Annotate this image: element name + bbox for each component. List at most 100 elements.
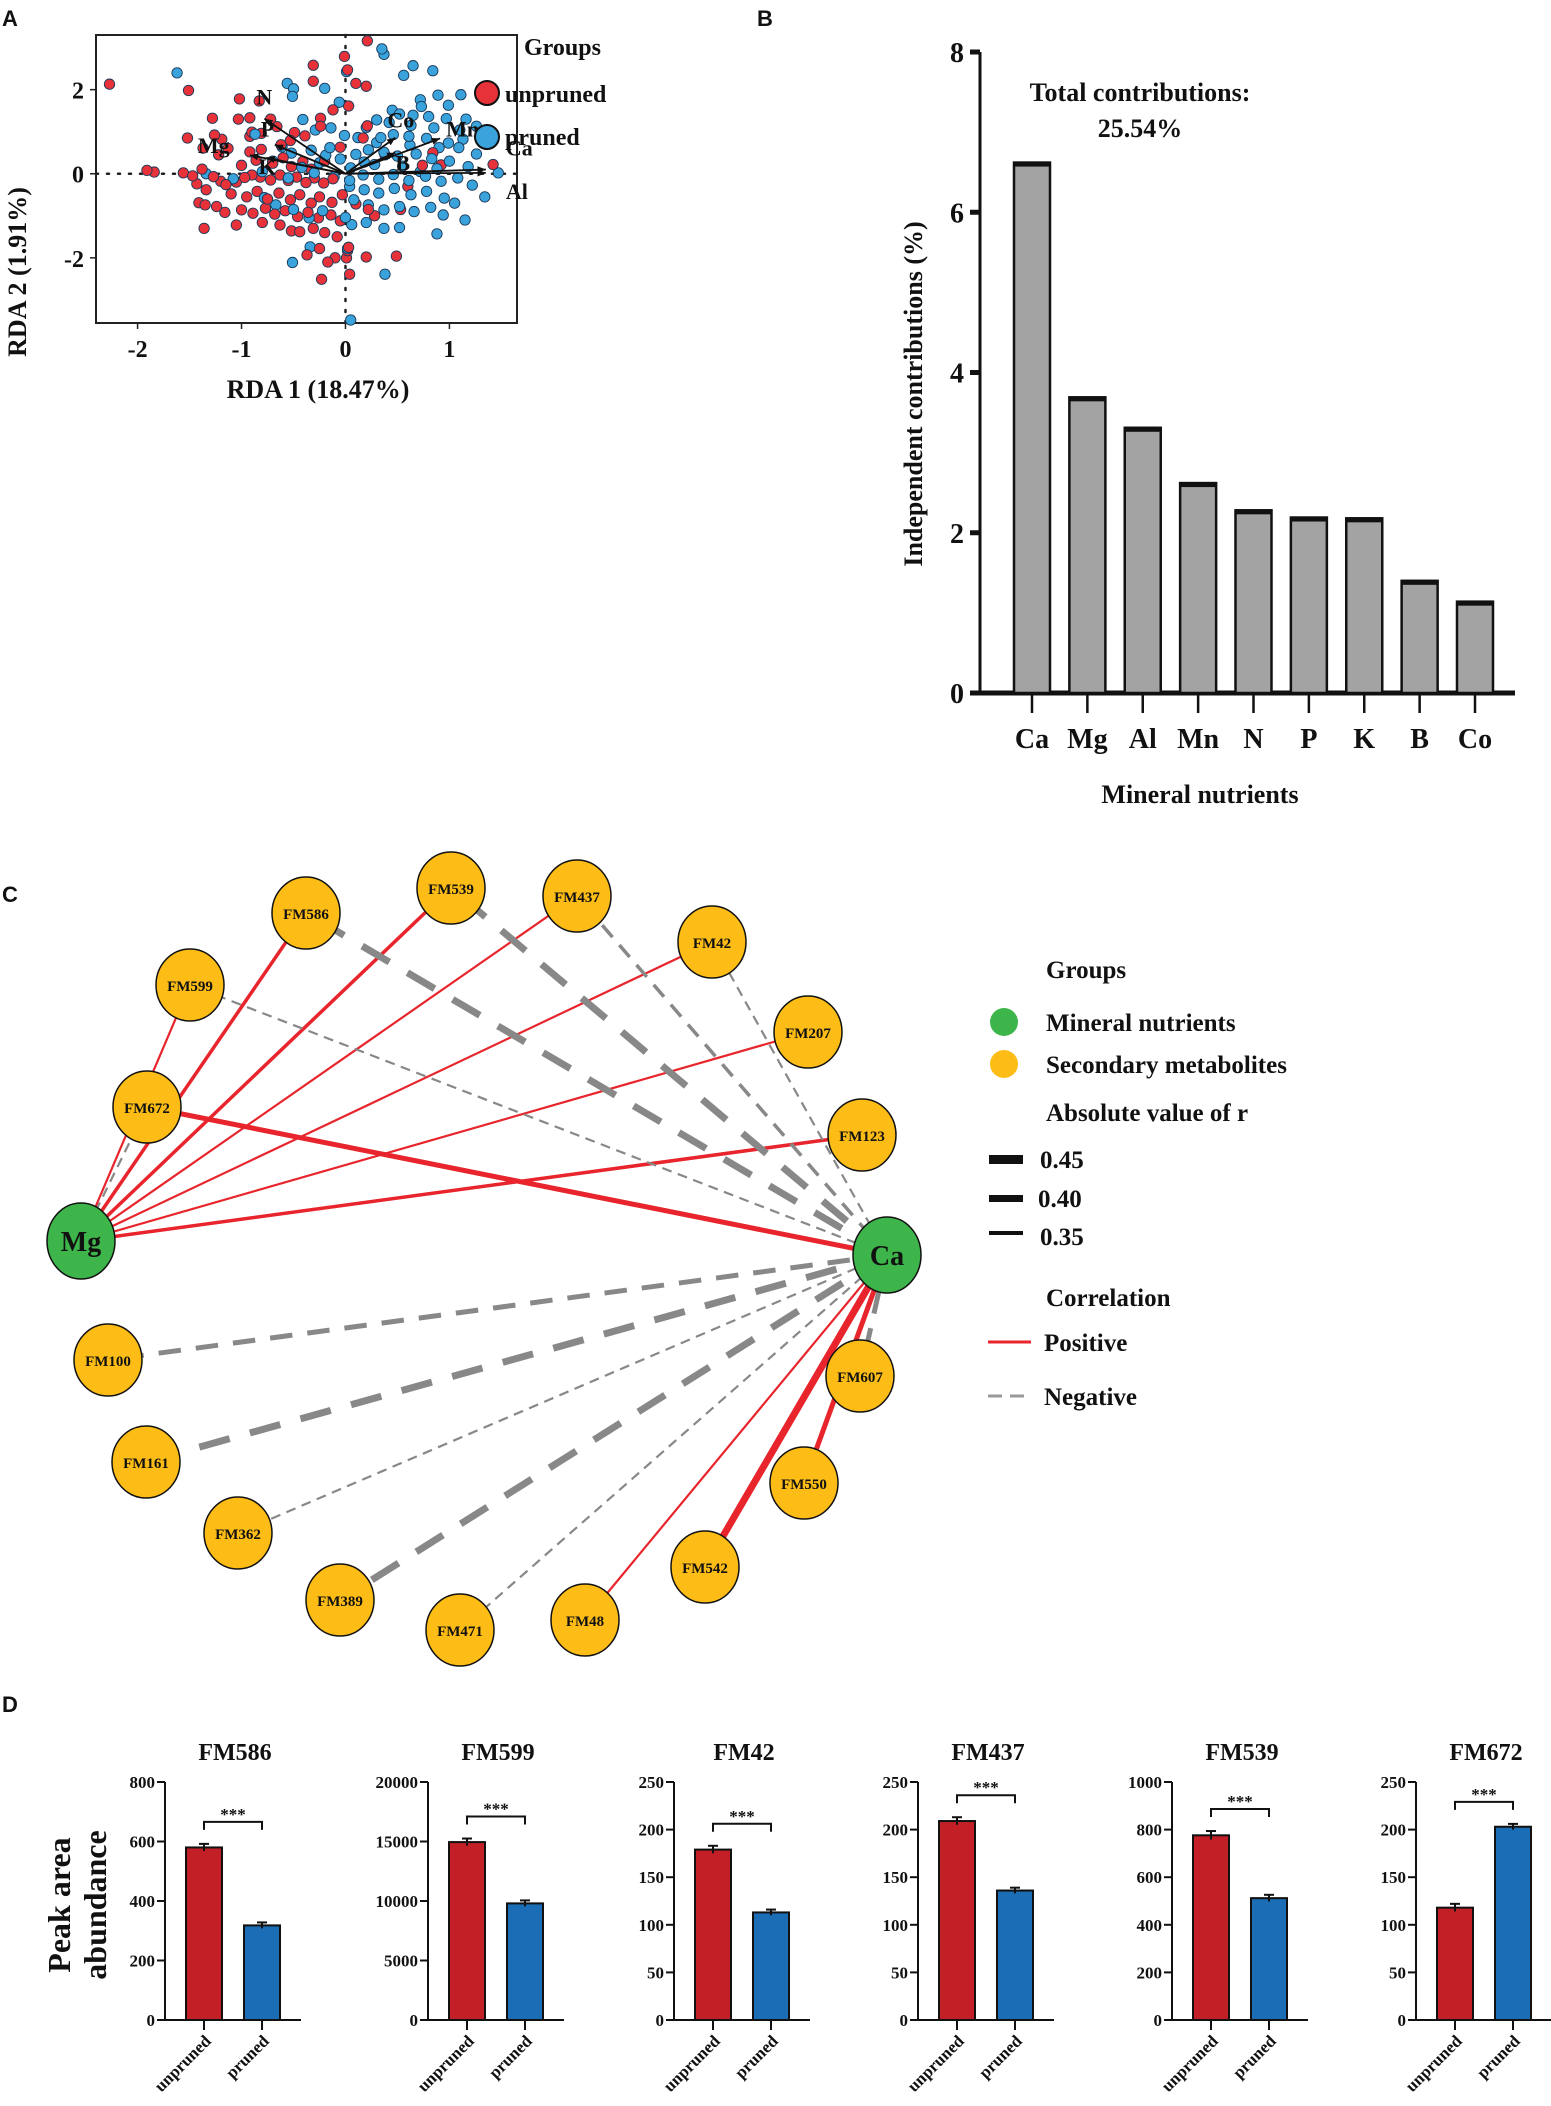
- x-tick-label: -2: [128, 337, 148, 363]
- data-point-pruned: [286, 256, 299, 269]
- panel-label-d: D: [2, 1692, 18, 1717]
- data-point-pruned: [249, 128, 261, 140]
- y-tick-label: 600: [1137, 1868, 1163, 1887]
- bar-cap-K: [1346, 517, 1383, 523]
- node-FM542: [670, 1530, 740, 1604]
- significance-label: ***: [973, 1778, 999, 1797]
- significance-bracket: [712, 1822, 772, 1832]
- data-point-pruned: [454, 124, 466, 136]
- legend-r-040: 0.40: [1038, 1186, 1082, 1213]
- y-tick-label: 8: [950, 38, 964, 69]
- bar-unpruned: [448, 1841, 486, 2021]
- data-point-unpruned: [230, 219, 242, 231]
- data-point-unpruned: [182, 84, 195, 97]
- legend-groups-title: Groups: [1046, 957, 1126, 984]
- y-tick-label: 200: [883, 1821, 909, 1840]
- x-tick-label: unpruned: [414, 2031, 479, 2096]
- data-point-pruned: [405, 189, 417, 201]
- data-point-unpruned: [487, 158, 499, 171]
- node-FM550: [769, 1446, 839, 1520]
- data-point-unpruned: [253, 95, 265, 107]
- data-point-unpruned: [208, 129, 221, 141]
- data-point-pruned: [378, 204, 390, 216]
- y-tick-label: 200: [130, 1952, 156, 1971]
- node-FM42: [677, 905, 747, 979]
- data-point-unpruned: [336, 189, 349, 201]
- data-point-pruned: [343, 174, 356, 187]
- x-tick-label: Ca: [1015, 724, 1049, 755]
- subplot-FM672: FM672 0 50 100 150 200 250 unpruned pruned ***: [1381, 1740, 1551, 2096]
- data-point-pruned: [287, 203, 300, 216]
- data-point-unpruned: [327, 104, 339, 116]
- biplot-label-Mg: Mg: [198, 133, 230, 158]
- data-point-unpruned: [255, 143, 267, 156]
- data-point-unpruned: [294, 189, 306, 201]
- data-point-unpruned: [141, 164, 153, 177]
- node-FM599: [155, 948, 225, 1022]
- data-point-unpruned: [198, 222, 210, 235]
- arrowhead-Co: [386, 137, 396, 146]
- significance-bracket: [466, 1815, 526, 1825]
- arrowhead-B: [386, 152, 396, 160]
- node-FM207: [773, 995, 843, 1069]
- arrowhead-Mg: [249, 153, 259, 161]
- data-point-pruned: [452, 172, 464, 184]
- data-point-pruned: [470, 148, 483, 160]
- data-point-unpruned: [284, 194, 297, 206]
- legend-title: Groups: [524, 35, 601, 61]
- legend-marker-pruned: [474, 124, 500, 150]
- x-tick-label: K: [1353, 724, 1375, 755]
- y-tick-label: 800: [1137, 1821, 1163, 1840]
- data-point-unpruned: [232, 113, 245, 125]
- data-point-unpruned: [361, 35, 373, 47]
- y-tick-label: 0: [1154, 2011, 1163, 2030]
- data-point-pruned: [460, 113, 472, 125]
- edge-Mg-FM586: [79, 912, 308, 1242]
- significance-label: ***: [220, 1805, 246, 1824]
- data-point-unpruned: [264, 174, 277, 186]
- bar-cap-Co: [1457, 600, 1493, 606]
- rda-biplot: NP Mg K Co Mn B Ca Al -2 -1 0 1 -2 0 2 RDA 1 (18.47%)…: [3, 33, 607, 404]
- data-point-unpruned: [307, 59, 319, 71]
- edge-Ca-FM42: [711, 941, 888, 1256]
- data-point-unpruned: [187, 170, 199, 182]
- data-point-unpruned: [251, 185, 263, 198]
- legend-label-pruned: pruned: [505, 125, 580, 151]
- data-point-pruned: [319, 82, 331, 95]
- data-point-unpruned: [362, 203, 375, 216]
- bar-K: [1345, 517, 1384, 695]
- y-tick-label: 2: [950, 519, 964, 550]
- data-point-unpruned: [197, 142, 209, 154]
- node-Ca: [852, 1216, 922, 1294]
- y-tick-label: 15000: [376, 1833, 419, 1852]
- node-FM607: [825, 1339, 895, 1413]
- edge-Ca-FM161: [145, 1251, 888, 1466]
- data-point-pruned: [345, 314, 357, 326]
- node-label-FM48: FM48: [566, 1614, 604, 1630]
- bar-Co: [1455, 600, 1495, 695]
- data-point-unpruned: [247, 207, 259, 219]
- data-point-unpruned: [222, 142, 234, 155]
- node-label-FM586: FM586: [283, 907, 329, 923]
- node-FM672: [112, 1070, 182, 1144]
- x-tick-label: Al: [1129, 724, 1157, 755]
- significance-label: ***: [483, 1800, 509, 1819]
- node-FM437: [542, 859, 612, 933]
- y-tick-label: 0: [656, 2011, 665, 2030]
- data-point-unpruned: [259, 202, 272, 214]
- data-point-pruned: [373, 173, 385, 185]
- data-point-unpruned: [219, 206, 231, 219]
- bar-cap-Ca: [1014, 161, 1050, 167]
- data-point-unpruned: [301, 249, 313, 261]
- data-point-pruned: [438, 192, 450, 204]
- y-tick-label: 200: [1381, 1821, 1407, 1840]
- node-label-Ca: Ca: [870, 1241, 904, 1272]
- data-point-pruned: [432, 89, 444, 101]
- y-tick-label: 1000: [1128, 1773, 1162, 1792]
- significance-bracket: [1454, 1800, 1514, 1810]
- data-point-unpruned: [307, 75, 319, 87]
- data-point-unpruned: [181, 132, 194, 144]
- data-point-pruned: [360, 216, 372, 229]
- y-tick-label: 20000: [376, 1773, 419, 1792]
- x-tick-label: 0: [339, 337, 351, 363]
